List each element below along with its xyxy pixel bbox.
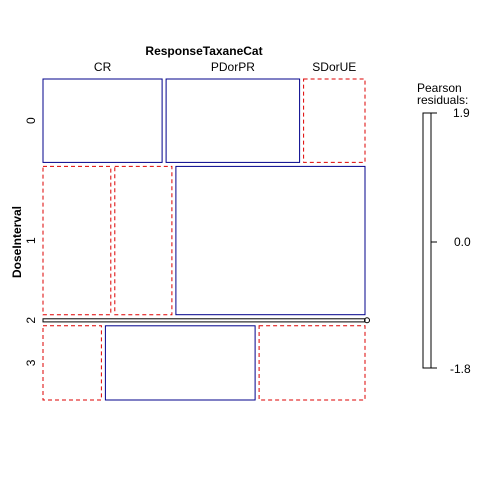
column-label-pdorpr: PDorPR [211, 60, 255, 74]
legend-title-line1: Pearson [417, 81, 462, 95]
legend-mid-label: 0.0 [454, 235, 471, 249]
mosaic-cell-3-sdorue [258, 325, 366, 401]
mosaic-cell-1-cr [42, 165, 112, 316]
mosaic-cells [42, 78, 370, 401]
legend-bar [422, 112, 432, 369]
legend-max-label: 1.9 [453, 106, 470, 120]
residual-legend: Pearson residuals: 1.9 0.0 -1.8 [417, 81, 471, 376]
legend-min-label: -1.8 [450, 362, 471, 376]
row-labels: 0 1 2 3 [24, 117, 38, 366]
mosaic-cell-0-sdorue [303, 78, 366, 163]
mosaic-cell-1-sdorue [175, 165, 366, 316]
row-label-2: 2 [24, 317, 38, 324]
row-variable-label: DoseInterval [10, 206, 24, 278]
mosaic-cell-3-pdorpr [104, 325, 256, 401]
legend-title-line2: residuals: [417, 93, 468, 107]
row-label-1: 1 [24, 237, 38, 244]
column-label-cr: CR [94, 60, 112, 74]
mosaic-cell-3-cr [42, 325, 102, 401]
column-variable-label: ResponseTaxaneCat [145, 44, 262, 58]
mosaic-cell-0-pdorpr [165, 78, 301, 163]
column-label-sdorue: SDorUE [312, 60, 356, 74]
zero-cell-marker [364, 317, 370, 324]
row-label-3: 3 [24, 359, 38, 366]
mosaic-empty-row-2 [42, 318, 366, 323]
mosaic-cell-1-pdorpr [114, 165, 173, 316]
column-labels: CR PDorPR SDorUE [94, 60, 356, 74]
mosaic-cell-0-cr [42, 78, 163, 163]
row-label-0: 0 [24, 117, 38, 124]
